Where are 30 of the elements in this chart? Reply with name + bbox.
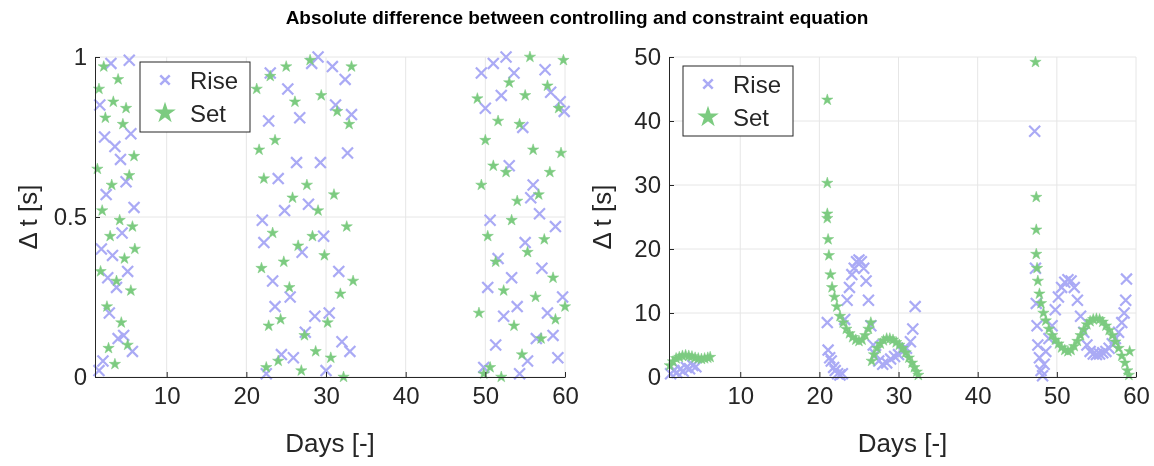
chart-title: Absolute difference between controlling and constraint equation (285, 7, 869, 28)
x-tick-label: 30 (885, 382, 913, 410)
y-tick-label: 30 (634, 171, 661, 199)
x-tick-label: 40 (392, 382, 420, 410)
y-tick-label: 20 (634, 235, 661, 263)
x-tick-label: 50 (472, 382, 500, 410)
y-tick-label: 10 (634, 299, 661, 327)
y-tick-label: 0.5 (53, 203, 87, 231)
x-axis-title: Days [-] (857, 428, 948, 458)
x-tick-label: 30 (313, 382, 340, 410)
y-tick-label: 0 (647, 363, 661, 391)
x-tick-label: 40 (964, 382, 992, 410)
x-tick-label: 20 (806, 382, 834, 410)
y-axis-title: Δ t [s] (13, 184, 43, 250)
y-tick-label: 40 (634, 107, 661, 135)
legend-label: Rise (733, 71, 782, 98)
x-tick-label: 60 (1123, 382, 1150, 410)
y-tick-label: 0 (73, 363, 87, 391)
x-axis-title: Days [-] (285, 428, 375, 458)
legend-label: Set (733, 104, 770, 131)
x-tick-label: 50 (1044, 382, 1071, 410)
x-tick-label: 20 (233, 382, 261, 410)
legend-label: Set (190, 100, 227, 127)
y-tick-label: 50 (634, 43, 661, 71)
y-tick-label: 1 (73, 43, 87, 71)
x-tick-label: 10 (727, 382, 755, 410)
x-tick-label: 10 (153, 382, 181, 410)
y-axis-title: Δ t [s] (587, 184, 617, 250)
x-tick-label: 60 (552, 382, 579, 410)
legend-label: Rise (190, 67, 239, 94)
